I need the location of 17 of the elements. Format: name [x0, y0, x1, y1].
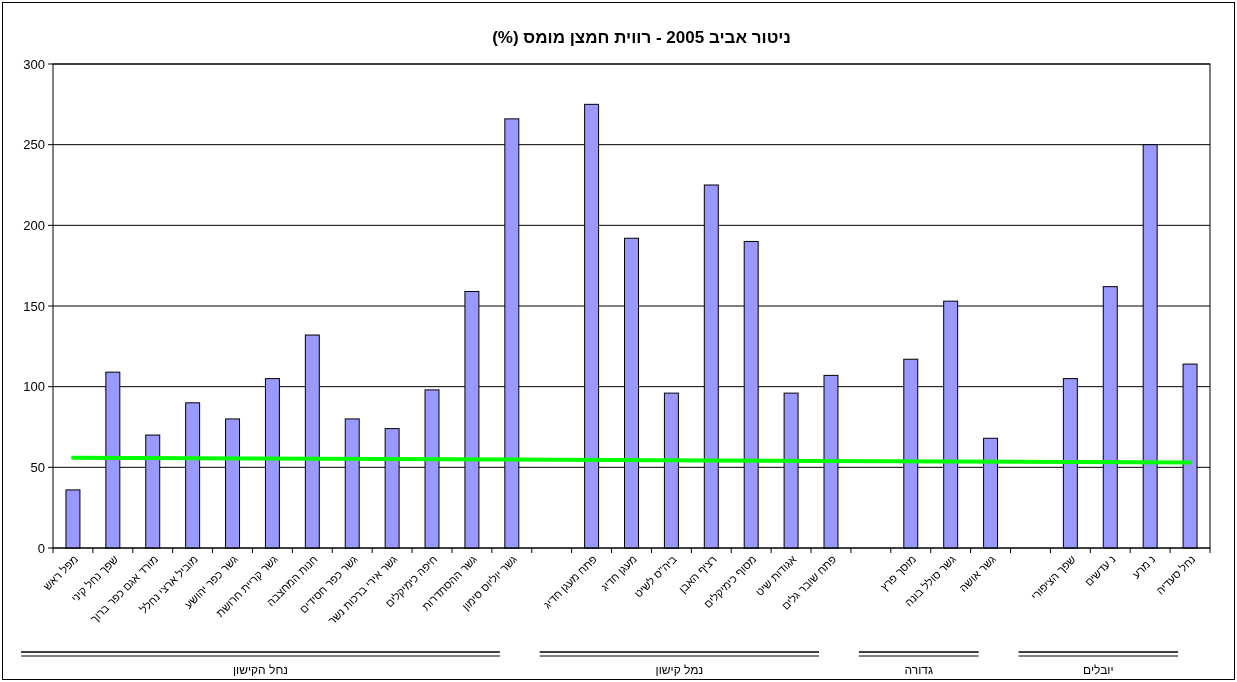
x-tick-label: נ מרע — [1129, 552, 1158, 581]
chart-title: ניטור אביב 2005 - רווית חמצן מומס (%) — [492, 28, 791, 47]
x-tick-label: נ עדשים — [1082, 552, 1118, 589]
y-tick-label: 100 — [23, 379, 45, 395]
text: יובלים — [1083, 663, 1114, 677]
x-tick-label: פתח מעגן חדיג — [541, 552, 600, 611]
y-tick-label: 0 — [37, 540, 45, 556]
text: נחל הקישון — [232, 663, 288, 677]
text: נמל קישון — [655, 663, 704, 677]
y-tick-label: 50 — [30, 459, 45, 475]
y-tick-label: 150 — [23, 298, 45, 314]
y-tick-label: 300 — [23, 56, 45, 72]
y-tick-label: 200 — [23, 217, 45, 233]
x-tick-label: שפך הציפורי — [1028, 552, 1078, 603]
y-tick-label: 250 — [23, 137, 45, 153]
x-tick-label: גשר אושה — [956, 552, 999, 595]
text: גדורה — [904, 663, 934, 677]
